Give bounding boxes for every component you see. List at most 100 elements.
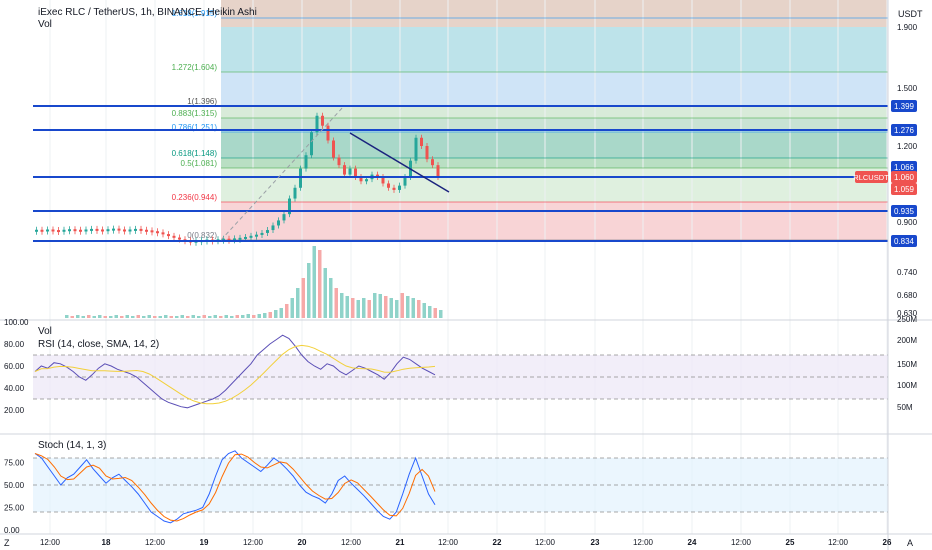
candle-4 [57,230,60,233]
auto-scale-button[interactable]: A [907,538,914,548]
vol-bar-0 [65,315,69,318]
vol-bar-45 [312,246,316,318]
vol-bar-39 [279,308,283,318]
time-axis[interactable]: 12:00 18 12:00 19 12:00 20 12:00 21 12:00 22 12:00… [40,538,892,547]
price-tick-2: 1.200 [897,142,918,151]
symbol-title[interactable]: iExec RLC / TetherUS, 1h, BINANCE, Heiki… [38,7,257,18]
candle-0 [35,229,38,232]
fib-label-4: 0.786(1.251) [172,123,218,132]
vol-bar-44 [307,263,311,318]
vol-bar-6 [98,315,102,318]
vol-bar-51 [345,296,349,318]
candle-71 [425,146,429,160]
vol-bar-10 [120,316,124,318]
vol-tick-3: 100M [897,381,917,390]
vol-bar-9 [114,315,118,318]
vol-bar-12 [131,316,135,318]
candle-22 [156,231,159,234]
candle-26 [178,237,181,240]
candle-63 [381,177,385,184]
vol-tick-1: 200M [897,336,917,345]
candle-23 [161,232,165,235]
vol-bar-18 [164,315,168,318]
fib-band-6 [221,158,888,168]
candle-35 [227,238,231,241]
candle-57 [348,168,352,175]
horizontal-levels-layer [33,105,888,242]
rsi-label[interactable]: RSI (14, close, SMA, 14, 2) [38,339,160,350]
fib-label-7: 0.236(0.944) [172,193,218,202]
price-label-bg-6 [891,235,917,247]
fib-band-3 [221,106,888,118]
candle-2 [46,229,49,232]
price-label-4: 1.059 [894,185,915,194]
candle-7 [73,229,77,232]
candle-39 [249,235,253,238]
candle-67 [403,177,407,186]
candle-34 [222,238,225,241]
candle-60 [365,179,368,182]
vol-bar-31 [235,315,239,318]
price-tick-1: 1.500 [897,84,918,93]
candle-38 [244,236,247,239]
vol-bar-19 [169,316,173,318]
candle-55 [337,157,341,166]
candle-73 [436,165,440,177]
fib-label-2: 1(1.396) [187,97,217,106]
price-tick-6: 0.630 [897,309,918,318]
candle-56 [343,165,346,175]
downtrend-line [349,132,450,193]
vol-bar-16 [153,316,157,318]
stoch-pane: 75.00 50.00 25.00 0.00 [4,450,888,535]
vol-bar-52 [351,298,355,318]
price-label-bg-3 [891,171,917,183]
rsi-ma-line [34,344,436,405]
fib-swing-line [220,105,345,241]
vol-tick-4: 50M [897,403,913,412]
volume-bars [65,246,443,318]
vol-bar-47 [323,268,327,318]
fib-band-top [221,0,888,18]
fib-level-labels: 1.618(1.915) 1.272(1.604) 1(1.396) 0.883(1.… [172,9,218,240]
vol-bar-17 [158,316,162,318]
vol-bar-62 [406,296,410,318]
candle-52 [321,115,324,126]
vol-bar-46 [318,250,322,318]
vol-bar-8 [109,316,113,318]
fib-label-0: 1.618(1.915) [172,9,218,18]
vol-bar-60 [395,300,399,318]
vol-bar-15 [147,315,151,318]
vol-bar-11 [125,315,129,318]
candle-64 [387,183,390,188]
candle-17 [128,229,132,232]
candle-3 [51,229,55,232]
candle-59 [359,177,363,182]
rsi-tick-1: 80.00 [4,340,25,349]
price-tick-3: 0.900 [897,218,918,227]
trendline-layer[interactable] [220,105,450,241]
vol-bar-40 [285,304,289,318]
candle-20 [145,229,148,232]
fib-label-8: 0(0.832) [187,231,217,240]
vol-bar-59 [389,298,393,318]
price-label-bg-0 [891,100,917,112]
candle-8 [79,229,82,232]
fib-label-6: 0.5(1.081) [181,159,218,168]
stoch-label[interactable]: Stoch (14, 1, 3) [38,440,107,451]
candle-36 [233,238,236,241]
time-tick-13: 24 [688,538,697,547]
zoom-icon[interactable]: Z [4,538,10,548]
stoch-d-line [34,453,436,522]
price-label-bg-1 [891,124,917,136]
stoch-k-line [34,450,436,524]
fib-band-0 [221,18,888,27]
time-tick-12: 12:00 [633,538,654,547]
time-tick-5: 20 [298,538,307,547]
rsi-tick-0: 100.00 [4,318,29,327]
fib-label-1: 1.272(1.604) [172,63,218,72]
vol-bar-4 [87,315,91,318]
price-axis[interactable]: 1.900 1.500 1.200 0.900 0.740 0.680 0.630 1.399… [853,0,918,550]
vol-bar-57 [378,294,382,318]
candle-44 [277,220,280,226]
